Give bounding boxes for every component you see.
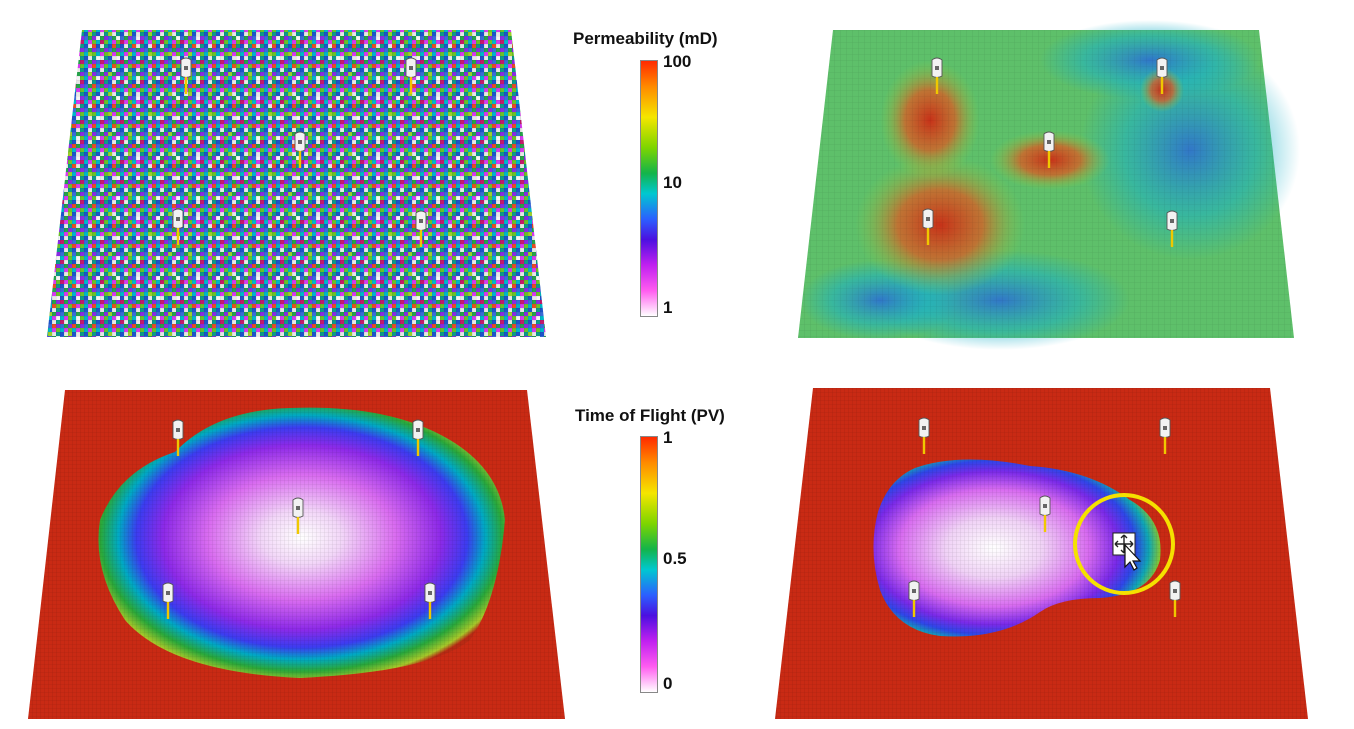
permeability-colorbar — [640, 60, 658, 317]
time-of-flight-tick-min: 0 — [663, 674, 673, 693]
permeability-colorbar-title: Permeability (mD) — [573, 29, 718, 48]
time-of-flight-tick-max: 1 — [663, 428, 673, 447]
cursor-move-icon[interactable] — [1112, 532, 1142, 571]
permeability-tick-mid: 10 — [663, 173, 682, 192]
time-of-flight-tick-mid: 0.5 — [663, 549, 687, 568]
permeability-tick-min: 1 — [663, 298, 673, 317]
time-of-flight-colorbar-title: Time of Flight (PV) — [575, 406, 725, 425]
time-of-flight-colorbar — [640, 436, 658, 693]
highlight-circle — [1073, 493, 1175, 595]
permeability-tick-max: 100 — [663, 52, 692, 71]
